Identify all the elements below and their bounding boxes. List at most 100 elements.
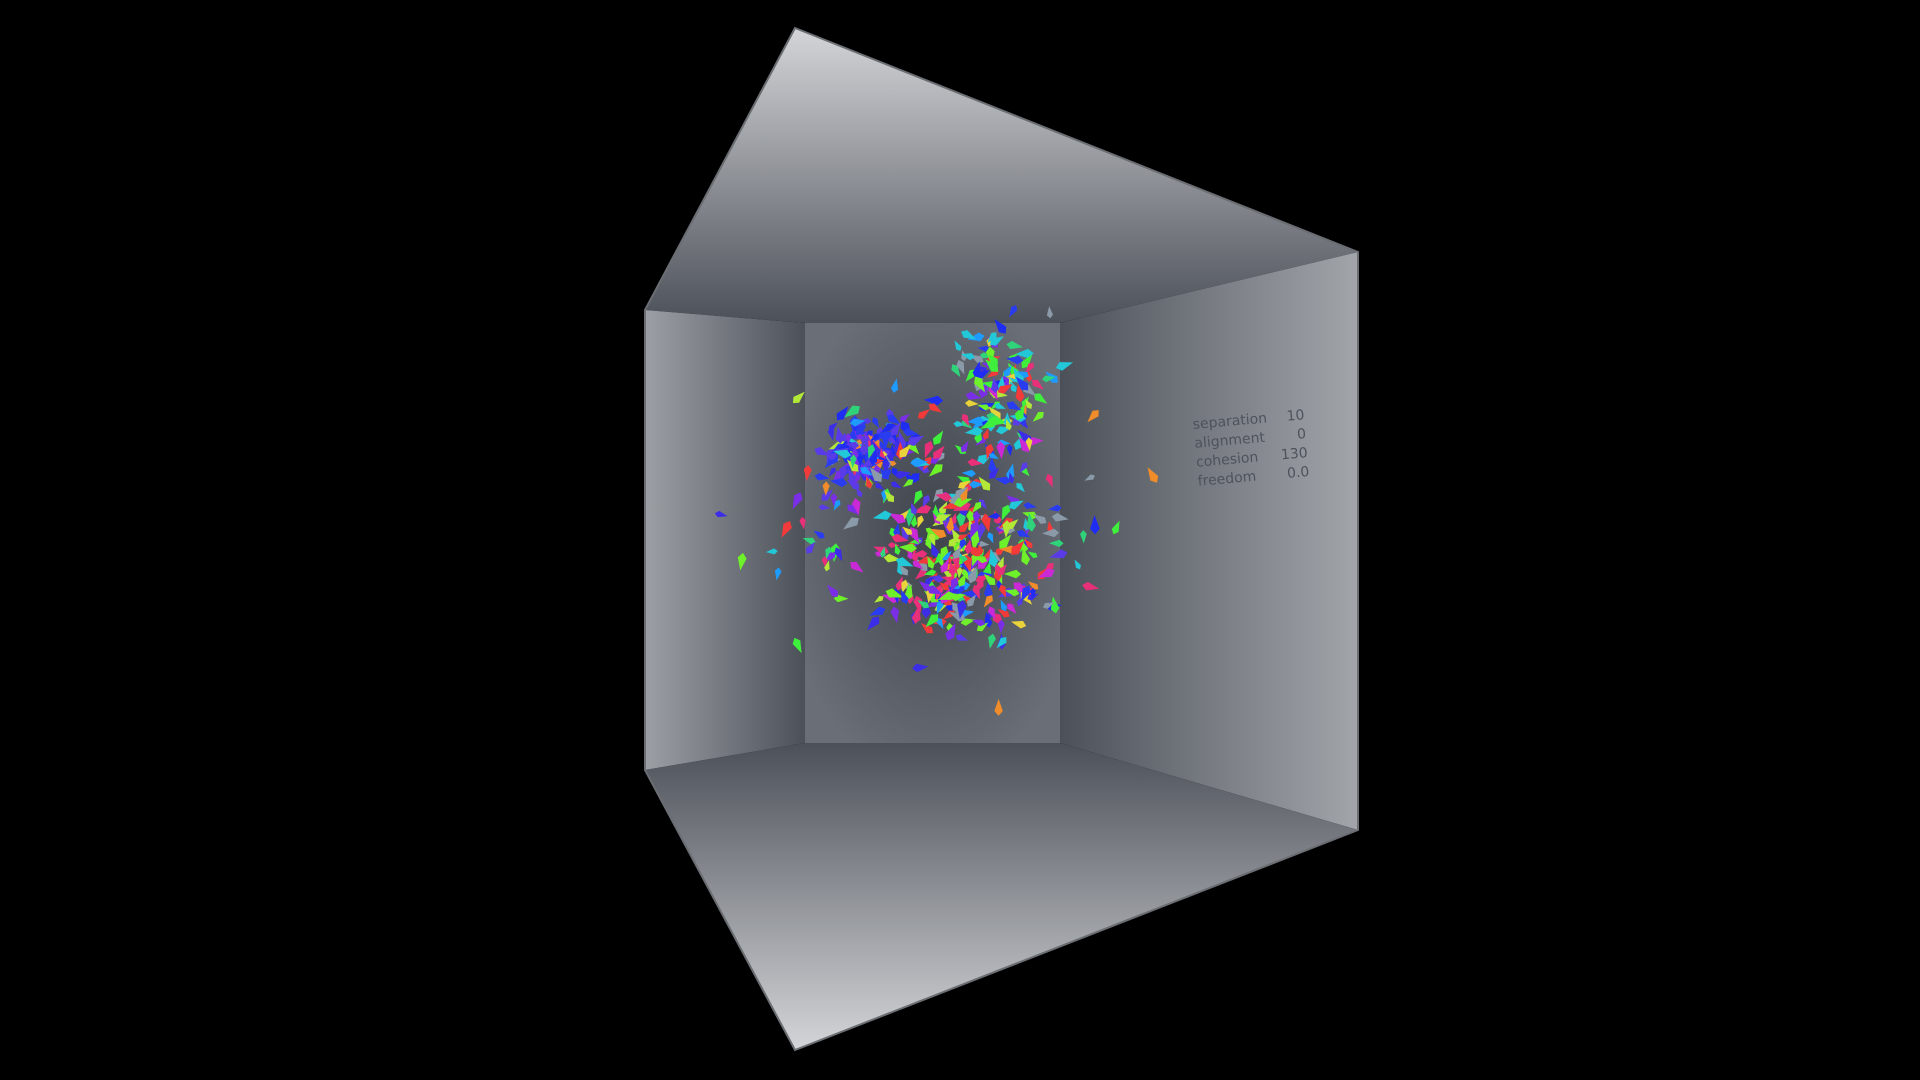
boid bbox=[977, 556, 991, 569]
boid bbox=[1037, 568, 1055, 578]
boid bbox=[953, 420, 966, 428]
boid bbox=[1026, 370, 1033, 383]
boid bbox=[997, 384, 1013, 394]
boid bbox=[987, 532, 994, 544]
boid bbox=[952, 545, 962, 560]
boid bbox=[972, 510, 981, 527]
boid bbox=[933, 445, 945, 460]
boid bbox=[887, 542, 900, 548]
boid bbox=[1011, 540, 1025, 555]
boid bbox=[982, 427, 989, 440]
boid bbox=[954, 486, 968, 498]
boid bbox=[988, 457, 997, 474]
boid bbox=[948, 560, 957, 576]
boid bbox=[936, 600, 944, 615]
boid bbox=[714, 510, 728, 518]
boid bbox=[1080, 530, 1087, 544]
boid bbox=[803, 464, 812, 482]
boid bbox=[1090, 515, 1100, 535]
boid bbox=[824, 560, 830, 572]
boid bbox=[903, 428, 919, 437]
boid bbox=[990, 377, 999, 394]
boid bbox=[1030, 587, 1036, 600]
boid bbox=[983, 595, 993, 608]
boid bbox=[885, 588, 904, 598]
boid bbox=[839, 465, 848, 483]
boid bbox=[994, 476, 1011, 485]
boid bbox=[879, 467, 890, 480]
boid bbox=[994, 698, 1003, 716]
boid bbox=[830, 493, 838, 507]
boid bbox=[901, 589, 909, 605]
boid bbox=[1021, 396, 1030, 407]
boid bbox=[774, 567, 782, 581]
boid bbox=[879, 448, 892, 457]
boid bbox=[814, 446, 830, 456]
boid bbox=[895, 557, 914, 567]
boid bbox=[1026, 512, 1036, 532]
boid bbox=[888, 436, 897, 446]
boid bbox=[967, 566, 977, 584]
boid bbox=[924, 575, 936, 585]
boid bbox=[1074, 559, 1081, 570]
boid bbox=[987, 606, 996, 620]
boid bbox=[899, 564, 909, 576]
boid bbox=[1018, 436, 1030, 453]
boid bbox=[799, 516, 806, 530]
boid bbox=[855, 487, 863, 498]
boid bbox=[910, 458, 928, 468]
boid bbox=[737, 552, 747, 571]
boid bbox=[827, 584, 838, 598]
boid bbox=[825, 546, 833, 561]
boid bbox=[956, 586, 965, 595]
boid bbox=[977, 345, 990, 352]
boid bbox=[977, 404, 990, 411]
boid bbox=[983, 573, 996, 585]
boid bbox=[958, 480, 971, 489]
boid bbox=[1049, 539, 1064, 547]
boid bbox=[932, 504, 939, 516]
boid bbox=[869, 434, 880, 442]
boid bbox=[890, 481, 902, 489]
boid bbox=[940, 558, 950, 573]
boid bbox=[978, 499, 987, 510]
boid bbox=[923, 569, 937, 576]
boid bbox=[920, 623, 933, 634]
boid bbox=[1006, 355, 1024, 365]
boid bbox=[956, 567, 963, 579]
boid bbox=[834, 547, 843, 562]
boid bbox=[972, 501, 982, 513]
boid bbox=[1049, 549, 1068, 559]
boid bbox=[917, 515, 924, 529]
boid bbox=[1014, 404, 1025, 421]
boid bbox=[818, 504, 831, 511]
boid bbox=[960, 440, 969, 453]
boid bbox=[959, 521, 970, 533]
boid bbox=[1043, 602, 1055, 609]
boid bbox=[985, 443, 994, 460]
boid bbox=[948, 535, 961, 547]
boid bbox=[956, 511, 966, 531]
boid bbox=[988, 452, 1000, 460]
boid bbox=[966, 416, 985, 426]
boid bbox=[977, 542, 984, 556]
boid bbox=[988, 633, 996, 650]
boid bbox=[950, 593, 966, 602]
boid bbox=[899, 413, 910, 422]
boid bbox=[925, 614, 939, 628]
boid bbox=[971, 619, 986, 627]
boid bbox=[928, 403, 942, 413]
boid bbox=[939, 582, 950, 591]
boid bbox=[844, 405, 860, 418]
boid bbox=[802, 537, 816, 545]
boid bbox=[827, 427, 835, 441]
boid bbox=[1025, 398, 1033, 409]
boid bbox=[1000, 599, 1008, 612]
boid bbox=[867, 434, 880, 448]
boid bbox=[1006, 340, 1023, 350]
boid bbox=[887, 448, 894, 461]
boid bbox=[994, 319, 1007, 334]
boid bbox=[821, 489, 834, 501]
boid bbox=[887, 414, 901, 425]
